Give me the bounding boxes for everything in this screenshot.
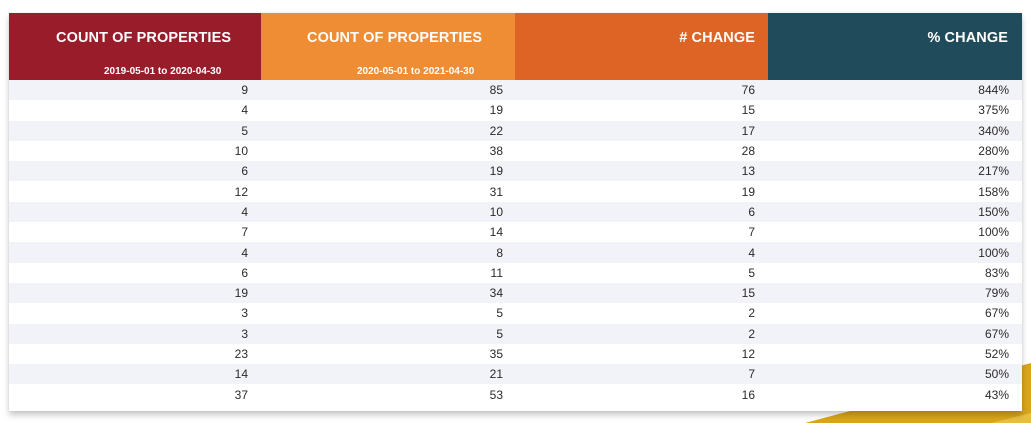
- count-period-1-cell: 37: [234, 387, 248, 402]
- table-row: 4 10 6 150%: [9, 201, 1022, 223]
- percent-change-cell: 43%: [984, 387, 1009, 402]
- count-period-2-cell: 14: [489, 225, 503, 240]
- count-period-2-cell: 34: [489, 286, 503, 301]
- percent-change-cell: 375%: [978, 103, 1009, 118]
- count-period-2-cell: 53: [489, 387, 503, 402]
- count-period-1-cell: 10: [234, 144, 248, 159]
- count-period-1-cell: 4: [241, 245, 248, 260]
- table-row: 7 14 7 100%: [9, 222, 1022, 243]
- number-change-cell: 5: [748, 265, 755, 280]
- count-period-1-cell: 14: [234, 367, 248, 382]
- subheader-period-1: 2019-05-01 to 2020-04-30: [9, 62, 261, 80]
- count-period-2-cell: 31: [489, 184, 503, 199]
- percent-change-cell: 844%: [978, 83, 1009, 98]
- percent-change-cell: 100%: [978, 245, 1009, 260]
- percent-change-cell: 83%: [984, 265, 1009, 280]
- count-period-1-cell: 23: [234, 347, 248, 361]
- count-period-1-cell: 4: [241, 103, 248, 118]
- table-row: 37 53 16 43%: [9, 384, 1022, 405]
- percent-change-cell: 79%: [984, 286, 1009, 301]
- subheader-number-change: [515, 62, 768, 80]
- table-header-row: COUNT OF PROPERTIES COUNT OF PROPERTIES …: [9, 13, 1022, 62]
- table-row: 14 21 7 50%: [9, 364, 1022, 385]
- percent-change-cell: 67%: [984, 326, 1009, 341]
- percent-change-cell: 150%: [978, 204, 1009, 219]
- count-period-1-cell: 6: [241, 164, 248, 179]
- table-row: 12 31 19 158%: [9, 181, 1022, 202]
- number-change-cell: 7: [748, 225, 755, 240]
- count-period-1-cell: 12: [234, 184, 248, 199]
- percent-change-cell: 217%: [978, 164, 1009, 179]
- number-change-cell: 15: [741, 286, 755, 301]
- subheader-period-2: 2020-05-01 to 2021-04-30: [261, 62, 515, 80]
- table-row: 3 5 2 67%: [9, 303, 1022, 324]
- percent-change-cell: 158%: [978, 184, 1009, 199]
- count-period-1-cell: 19: [234, 286, 248, 301]
- number-change-cell: 2: [748, 326, 755, 341]
- count-period-1-cell: 6: [241, 265, 248, 280]
- count-period-2-cell: 5: [496, 306, 503, 321]
- percent-change-cell: 100%: [978, 225, 1009, 240]
- count-period-2-cell: 10: [489, 204, 503, 219]
- count-period-1-cell: 3: [241, 306, 248, 321]
- percent-change-cell: 67%: [984, 306, 1009, 321]
- table-body: 9 85 76 844% 4 19 15 375% 5 22 17 340% 10 38 28 280% 6 19…: [9, 80, 1022, 405]
- number-change-cell: 15: [741, 103, 755, 118]
- count-period-2-cell: 11: [490, 265, 503, 280]
- header-count-period-1: COUNT OF PROPERTIES: [9, 13, 261, 62]
- number-change-cell: 16: [741, 387, 755, 402]
- percent-change-cell: 52%: [984, 347, 1009, 361]
- table-row: 6 19 13 217%: [9, 161, 1022, 182]
- subheader-percent-change: [768, 62, 1022, 80]
- header-count-period-2: COUNT OF PROPERTIES: [261, 13, 515, 62]
- table-row: 3 5 2 67%: [9, 323, 1022, 344]
- count-period-2-cell: 38: [489, 144, 503, 159]
- table-row: 5 22 17 340%: [9, 120, 1022, 141]
- count-period-1-cell: 9: [241, 83, 248, 98]
- number-change-cell: 2: [748, 306, 755, 321]
- percent-change-cell: 340%: [978, 123, 1009, 138]
- number-change-cell: 28: [741, 144, 755, 159]
- count-period-2-cell: 85: [489, 83, 503, 98]
- count-period-1-cell: 5: [241, 123, 248, 138]
- count-period-2-cell: 35: [489, 347, 503, 361]
- number-change-cell: 12: [741, 347, 755, 361]
- table-row: 9 85 76 844%: [9, 80, 1022, 101]
- table-row: 4 19 15 375%: [9, 100, 1022, 121]
- table-subheader-row: 2019-05-01 to 2020-04-30 2020-05-01 to 2…: [9, 62, 1022, 80]
- table-row: 19 34 15 79%: [9, 282, 1022, 304]
- count-period-2-cell: 19: [489, 164, 503, 179]
- count-period-1-cell: 3: [241, 326, 248, 341]
- header-percent-change: % CHANGE: [768, 13, 1022, 62]
- number-change-cell: 17: [741, 123, 755, 138]
- count-period-2-cell: 21: [489, 367, 503, 382]
- count-period-2-cell: 22: [489, 123, 503, 138]
- count-period-2-cell: 19: [489, 103, 503, 118]
- count-period-1-cell: 7: [241, 225, 248, 240]
- table-row: 4 8 4 100%: [9, 242, 1022, 263]
- table-row: 23 35 12 52%: [9, 343, 1022, 365]
- table-row: 6 11 5 83%: [9, 262, 1022, 283]
- count-period-2-cell: 5: [496, 326, 503, 341]
- number-change-cell: 7: [748, 367, 755, 382]
- decorative-corner-accent-highlight: [991, 413, 1031, 423]
- percent-change-cell: 280%: [978, 144, 1009, 159]
- property-count-table: COUNT OF PROPERTIES COUNT OF PROPERTIES …: [9, 13, 1022, 411]
- table-row: 10 38 28 280%: [9, 140, 1022, 162]
- header-number-change: # CHANGE: [515, 13, 768, 62]
- number-change-cell: 6: [748, 204, 755, 219]
- number-change-cell: 19: [741, 184, 755, 199]
- percent-change-cell: 50%: [984, 367, 1009, 382]
- number-change-cell: 76: [741, 83, 755, 98]
- number-change-cell: 4: [748, 245, 755, 260]
- count-period-1-cell: 4: [241, 204, 248, 219]
- number-change-cell: 13: [741, 164, 755, 179]
- count-period-2-cell: 8: [496, 245, 503, 260]
